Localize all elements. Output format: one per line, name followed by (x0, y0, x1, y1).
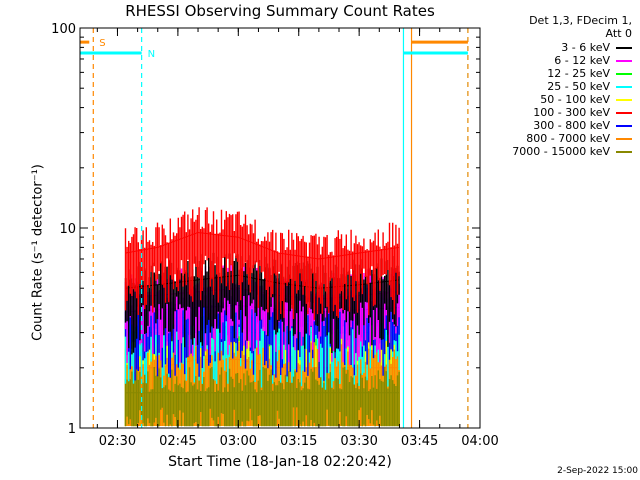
chart-axes: 02:30 02:45 03:00 03:15 03:30 03:45 04:00 1 10 10… (51, 22, 499, 449)
legend-swatch (616, 137, 632, 140)
date-stamp: 2-Sep-2022 15:00 (557, 466, 638, 476)
legend-item: 50 - 100 keV (512, 93, 632, 106)
legend-label: 6 - 12 keV (554, 54, 610, 67)
y-axis-label: Count Rate (s⁻¹ detector⁻¹) (30, 164, 46, 341)
legend-header-line-1: Det 1,3, FDecim 1, (529, 14, 632, 27)
x-tick-label-1: 02:45 (159, 434, 196, 449)
legend-swatch (616, 85, 632, 88)
legend-item: 3 - 6 keV (512, 41, 632, 54)
legend-item: 800 - 7000 keV (512, 132, 632, 145)
series-5-band (124, 207, 400, 320)
legend-label: 100 - 300 keV (533, 106, 610, 119)
legend-label: 50 - 100 keV (540, 93, 610, 106)
legend-item: 300 - 800 keV (512, 119, 632, 132)
legend-label: 3 - 6 keV (561, 41, 610, 54)
legend: 3 - 6 keV 6 - 12 keV 12 - 25 keV 25 - 50 ke… (512, 41, 632, 158)
legend-swatch (616, 111, 632, 114)
y-tick-label-0: 1 (68, 422, 76, 437)
annotation-s: S (99, 38, 105, 49)
x-axis-label: Start Time (18-Jan-18 02:20:42) (168, 454, 392, 470)
x-tick-label-0: 02:30 (99, 434, 136, 449)
chart-title: RHESSI Observing Summary Count Rates (125, 2, 435, 20)
x-tick-label-3: 03:15 (280, 434, 317, 449)
legend-swatch (616, 59, 632, 62)
legend-item: 100 - 300 keV (512, 106, 632, 119)
legend-swatch (616, 124, 632, 127)
legend-header: Det 1,3, FDecim 1, Att 0 (529, 14, 632, 40)
legend-header-line-2: Att 0 (605, 27, 632, 40)
x-tick-label-4: 03:30 (340, 434, 377, 449)
legend-label: 7000 - 15000 keV (512, 145, 610, 158)
series-8-band (124, 366, 400, 427)
legend-swatch (616, 72, 632, 75)
legend-swatch (616, 46, 632, 49)
annotation-n: N (148, 49, 155, 60)
x-tick-label-2: 03:00 (220, 434, 257, 449)
legend-label: 300 - 800 keV (533, 119, 610, 132)
legend-item: 25 - 50 keV (512, 80, 632, 93)
legend-label: 12 - 25 keV (547, 67, 610, 80)
y-tick-label-1: 10 (59, 222, 76, 237)
y-tick-label-2: 100 (51, 22, 76, 37)
series-5-line (125, 231, 400, 260)
legend-label: 25 - 50 keV (547, 80, 610, 93)
legend-swatch (616, 150, 632, 153)
chart-marks: SN (80, 28, 469, 428)
x-tick-label-6: 04:00 (461, 434, 498, 449)
legend-item: 7000 - 15000 keV (512, 145, 632, 158)
legend-item: 12 - 25 keV (512, 67, 632, 80)
legend-label: 800 - 7000 keV (526, 132, 610, 145)
x-tick-label-5: 03:45 (401, 434, 438, 449)
legend-swatch (616, 98, 632, 101)
legend-item: 6 - 12 keV (512, 54, 632, 67)
